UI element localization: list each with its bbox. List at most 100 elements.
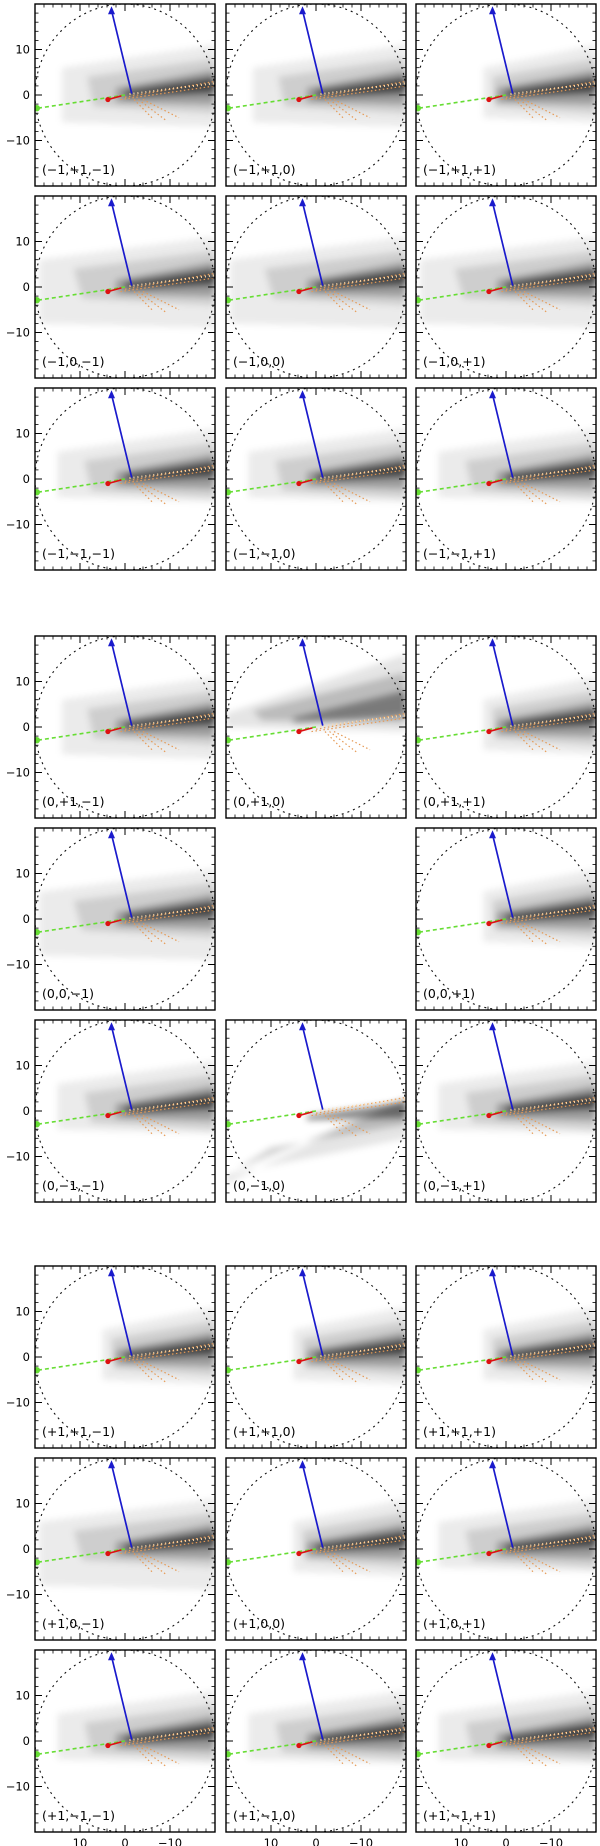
green-dashed-line (35, 1548, 126, 1564)
panel: (+1,0,+1) (415, 1457, 597, 1641)
green-marker (416, 928, 421, 936)
blue-vector-head (489, 390, 496, 399)
orange-dotted-line (315, 1534, 406, 1552)
blue-vector-head (299, 638, 306, 647)
y-tick-label: −10 (6, 958, 30, 972)
orange-dotted-line (133, 1745, 153, 1765)
blue-vector (110, 1272, 133, 1356)
orange-dotted-line (333, 1361, 371, 1381)
blue-vector-head (108, 1460, 115, 1469)
red-vector-head (105, 480, 111, 487)
orange-dotted-line (133, 291, 153, 311)
orange-dotted-line (329, 483, 357, 505)
blue-vector-head (489, 198, 496, 207)
panel-plot-area (35, 828, 215, 1010)
y-tick-label: 10 (15, 867, 30, 881)
blue-vector-head (489, 1652, 496, 1661)
panel-label: (+1,−1,0) (233, 1808, 296, 1823)
panel-label: (0,−1,−1) (42, 1178, 105, 1193)
x-tick-label: 0 (312, 1836, 319, 1846)
orange-dotted-line (124, 1726, 215, 1744)
blue-vector-head (299, 198, 306, 207)
orange-dotted-line (142, 483, 180, 503)
green-marker (226, 296, 231, 304)
orange-dotted-line (333, 1553, 371, 1573)
orange-dotted-line (324, 1745, 344, 1765)
blue-vector (491, 1026, 514, 1110)
orange-dotted-line (514, 1115, 534, 1135)
panel-label: (−1,+1,+1) (423, 162, 496, 177)
density-band-inner (506, 461, 596, 481)
orange-dotted-line (505, 712, 596, 730)
y-tick-label: 10 (15, 235, 30, 249)
orange-dotted-line (133, 923, 153, 943)
green-dashed-line (416, 286, 507, 302)
blue-vector (491, 10, 514, 94)
y-tick-label: 0 (23, 1350, 30, 1364)
blue-vector (301, 394, 324, 478)
red-vector-head (105, 920, 111, 927)
orange-dotted-line (519, 923, 547, 945)
green-marker (416, 1366, 421, 1374)
panel-plot-area (416, 388, 596, 570)
density-band-inner (125, 901, 215, 921)
orange-dotted-line (333, 291, 371, 311)
blue-vector-head (489, 638, 496, 647)
panel-label: (−1,−1,−1) (42, 546, 115, 561)
panel-label: (−1,0,−1) (42, 354, 105, 369)
orange-dotted-line (138, 1745, 166, 1767)
density-band-inner (293, 690, 406, 723)
panel-plot-area (226, 196, 406, 378)
y-tick-label: −10 (6, 518, 30, 532)
blue-vector-head (108, 638, 115, 647)
panel-label: (−1,+1,0) (233, 162, 296, 177)
blue-vector (491, 1464, 514, 1548)
green-marker (35, 296, 40, 304)
blue-vector (110, 834, 133, 918)
y-tick-label: 0 (23, 1542, 30, 1556)
orange-dotted-line (514, 731, 534, 751)
orange-dotted-line (519, 291, 547, 313)
blue-vector-head (299, 390, 306, 399)
panel: (−1,0,+1) (415, 195, 597, 379)
green-dashed-line (416, 94, 507, 110)
panel: (0,−1,+1) (415, 1019, 597, 1203)
panel: (+1,0,0) (225, 1457, 407, 1641)
green-dashed-line (226, 1740, 317, 1756)
orange-dotted-line (514, 1745, 534, 1765)
orange-dotted-line (523, 1115, 561, 1135)
panel-label: (0,+1,−1) (42, 794, 105, 809)
panel: (−1,+1,+1) (415, 3, 597, 187)
green-marker (416, 1120, 421, 1128)
orange-dotted-line (315, 464, 406, 482)
green-marker (226, 1120, 231, 1128)
green-dashed-line (35, 918, 126, 934)
density-band-inner (506, 1531, 596, 1551)
blue-vector (491, 1272, 514, 1356)
blue-vector (110, 1464, 133, 1548)
red-vector-head (486, 1550, 492, 1557)
orange-dotted-line (124, 464, 215, 482)
green-dashed-line (35, 726, 126, 742)
blue-vector (491, 834, 514, 918)
panel-plot-area (416, 636, 596, 818)
orange-dotted-line (124, 904, 215, 922)
red-vector-head (105, 1550, 111, 1557)
orange-dotted-line (315, 272, 406, 290)
density-band-inner (506, 77, 596, 97)
panel-plot-area (416, 828, 596, 1010)
panel-label: (+1,0,0) (233, 1616, 285, 1631)
red-vector-head (296, 96, 302, 103)
green-dashed-line (226, 1356, 317, 1372)
orange-dotted-line (124, 712, 215, 730)
panel-plot-area (416, 1458, 596, 1640)
orange-dotted-line (138, 731, 166, 753)
red-vector-head (296, 728, 302, 735)
panel-label: (+1,0,+1) (423, 1616, 486, 1631)
orange-dotted-line (138, 99, 166, 121)
red-vector-head (486, 480, 492, 487)
blue-vector (110, 1026, 133, 1110)
orange-dotted-line (333, 1115, 371, 1135)
orange-dotted-line (329, 99, 357, 121)
panel-label: (−1,−1,0) (233, 546, 296, 561)
